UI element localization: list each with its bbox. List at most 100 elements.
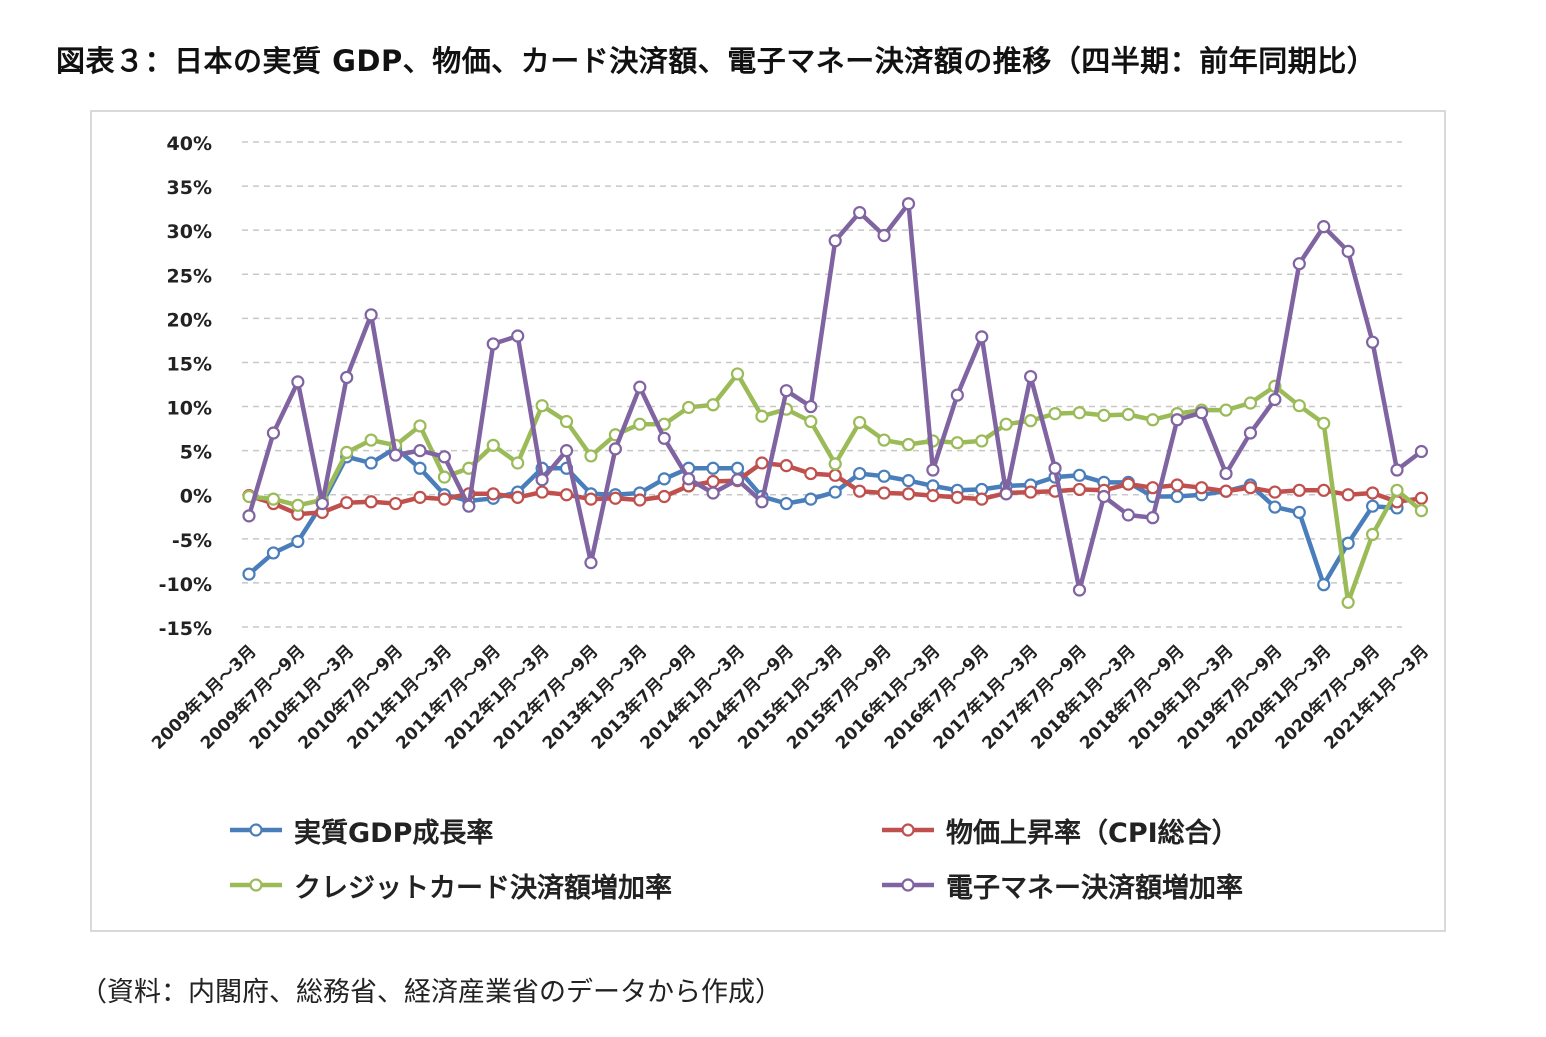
y-tick-label: 30% [167, 221, 212, 243]
data-point [242, 567, 256, 581]
data-point [535, 399, 549, 413]
data-point [730, 461, 745, 475]
series-0 [242, 441, 1404, 592]
data-point [559, 444, 574, 458]
data-point [1194, 406, 1209, 420]
data-point [1097, 408, 1111, 422]
data-point [1341, 595, 1355, 609]
data-point [706, 474, 720, 489]
y-tick-label: -5% [172, 530, 212, 552]
data-point [755, 495, 769, 509]
data-point [364, 433, 378, 447]
y-tick-label: 25% [167, 265, 212, 287]
data-point [462, 499, 476, 513]
data-point [853, 415, 867, 430]
data-point [950, 436, 964, 450]
data-point [730, 367, 745, 381]
legend-label: 実質GDP成長率 [294, 817, 494, 849]
data-point [291, 375, 305, 389]
data-point [633, 493, 647, 507]
data-point [755, 409, 769, 423]
data-point [877, 469, 891, 483]
data-point [901, 487, 916, 501]
y-tick-label: -10% [159, 574, 212, 596]
legend-item: 電子マネー決済額増加率 [880, 865, 1243, 905]
data-point [877, 228, 891, 243]
data-point [1243, 481, 1258, 495]
data-point [291, 534, 305, 549]
data-point [511, 329, 525, 343]
y-axis-tick-labels: 40% 35% 30% 25% 20% 15% 10% 5% 0% -5% -10% -15% [159, 133, 212, 640]
data-point [608, 491, 622, 505]
x-axis-tick-labels: 2009年1月～3月2009年7月～9月2010年1月～3月2010年7月～9月… [147, 641, 1433, 754]
data-point [779, 496, 793, 511]
data-point [535, 485, 549, 499]
data-point [804, 414, 818, 429]
data-point [584, 556, 598, 570]
y-tick-label: 15% [167, 353, 212, 375]
data-point [804, 399, 818, 414]
data-point [364, 456, 378, 470]
data-point [584, 492, 598, 506]
data-point [706, 461, 720, 475]
data-point [1414, 504, 1429, 518]
chart-frame: 40% 35% 30% 25% 20% 15% 10% 5% 0% -5% -10% -15% 200… [90, 110, 1446, 932]
data-point [657, 431, 671, 445]
data-point [1024, 369, 1038, 384]
data-point [559, 488, 574, 502]
data-point [291, 498, 305, 512]
data-point [1146, 481, 1160, 495]
data-point [901, 197, 916, 211]
data-point [779, 384, 793, 398]
data-point [413, 419, 427, 433]
data-point [388, 496, 403, 511]
data-point [828, 457, 842, 471]
data-point [804, 466, 818, 481]
data-point [1048, 461, 1062, 475]
source-note: （資料：内閣府、総務省、経済産業省のデータから作成） [80, 977, 782, 1008]
data-point [1243, 426, 1258, 440]
data-point [1146, 413, 1160, 427]
data-point [1048, 407, 1062, 421]
series-lines [242, 197, 1429, 609]
data-point [1146, 511, 1160, 525]
data-point [340, 370, 354, 385]
data-point [1268, 500, 1282, 514]
data-point [364, 308, 378, 322]
data-point [1292, 505, 1306, 519]
data-point [1414, 491, 1429, 505]
data-point [1365, 499, 1380, 513]
data-point [1317, 220, 1331, 234]
data-point [828, 468, 842, 482]
data-point [1243, 396, 1258, 410]
data-point [1194, 481, 1209, 495]
data-point [828, 234, 842, 248]
data-point [1292, 399, 1306, 413]
legend-item: 物価上昇率（CPI総合） [880, 810, 1239, 850]
data-point [1097, 489, 1111, 504]
data-point [486, 438, 500, 452]
y-tick-label: -15% [159, 618, 212, 640]
data-point [266, 426, 281, 440]
legend-label: 電子マネー決済額増加率 [946, 872, 1243, 904]
data-point [1121, 508, 1135, 522]
data-point [1024, 414, 1038, 428]
data-point [926, 463, 940, 477]
data-point [1072, 468, 1087, 482]
data-point [1072, 406, 1087, 420]
data-point [975, 492, 989, 506]
data-point [1072, 482, 1087, 497]
data-point [584, 449, 598, 463]
data-point [340, 496, 354, 510]
data-point [999, 417, 1013, 431]
data-point [1219, 484, 1233, 498]
data-point [266, 492, 281, 506]
data-point [266, 546, 281, 560]
data-point [901, 474, 916, 488]
data-point [608, 442, 622, 456]
data-point [1121, 407, 1135, 422]
data-point [633, 417, 647, 431]
data-point [1292, 257, 1306, 271]
data-point [340, 445, 354, 459]
y-tick-label: 5% [180, 442, 212, 464]
